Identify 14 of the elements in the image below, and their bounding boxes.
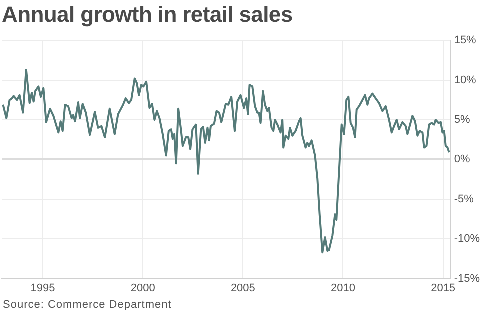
x-tick-label: 2005	[230, 282, 256, 294]
y-tick-label: 10%	[454, 74, 477, 86]
y-tick-label: 5%	[454, 114, 470, 126]
x-tick-label: 2010	[331, 282, 356, 294]
y-tick-label: -5%	[454, 193, 474, 206]
x-tick-label: 1995	[30, 282, 56, 294]
y-tick-label: -15%	[454, 272, 480, 285]
x-tick-label: 2000	[130, 282, 156, 294]
y-tick-label: 0%	[454, 154, 470, 166]
x-tick-label: 2015	[431, 282, 456, 294]
source-note: Source: Commerce Department	[3, 299, 172, 311]
chart-title: Annual growth in retail sales	[2, 2, 293, 28]
y-tick-label: 15%	[454, 34, 477, 47]
y-tick-label: -10%	[454, 233, 480, 246]
